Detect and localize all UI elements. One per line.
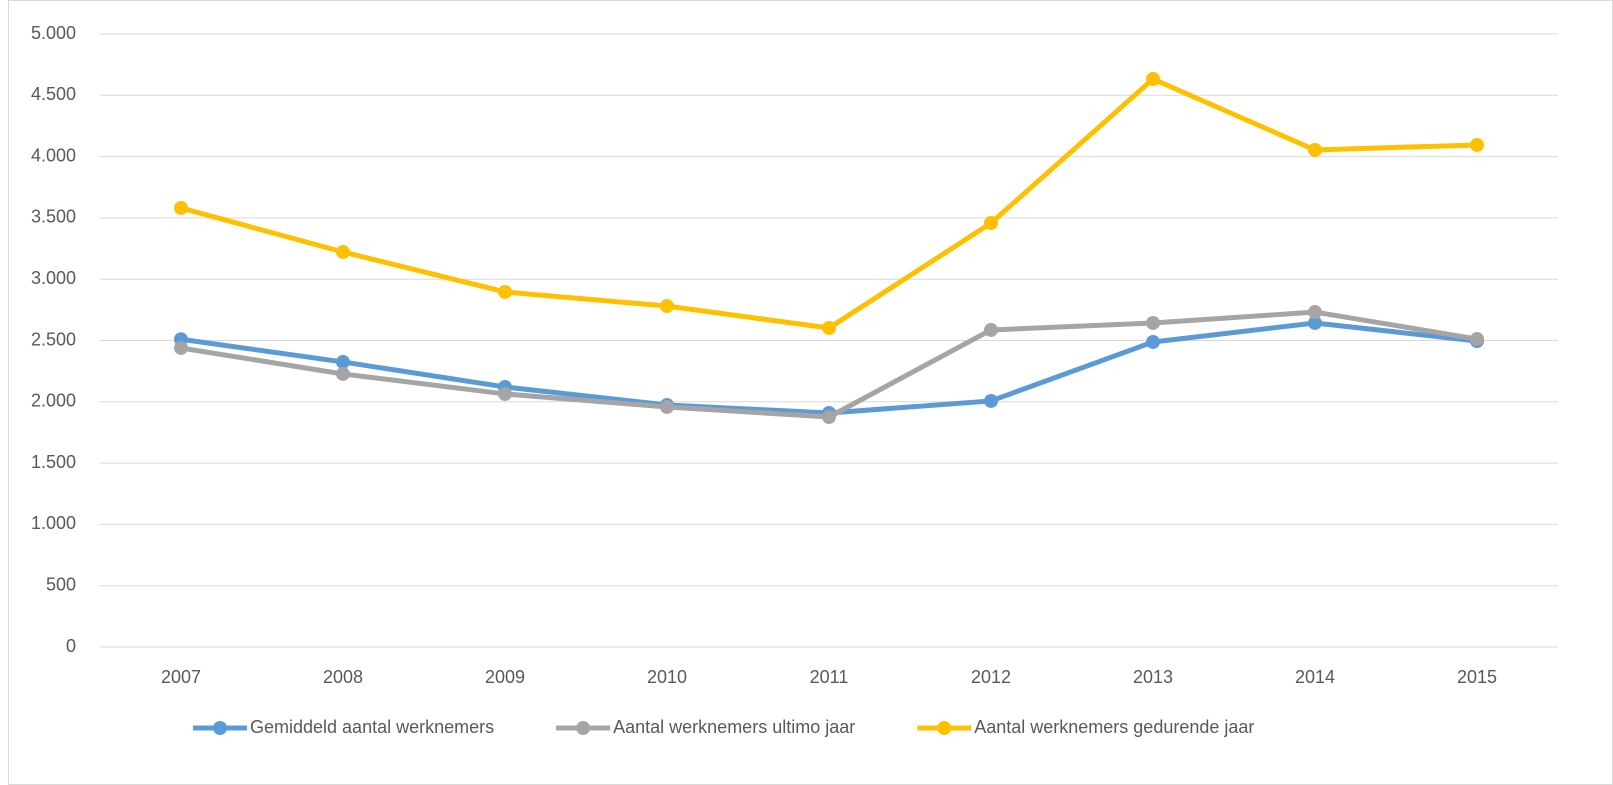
- y-tick-label: 3.500: [31, 207, 76, 227]
- data-point: [1470, 137, 1484, 152]
- y-tick-label: 2.500: [31, 329, 76, 349]
- y-tick-label: 4.000: [31, 145, 76, 165]
- chart-frame: [8, 0, 1613, 785]
- x-tick-label: 2013: [1133, 667, 1173, 687]
- data-point: [174, 200, 188, 215]
- data-point: [336, 366, 350, 381]
- data-point: [1146, 71, 1160, 86]
- y-tick-label: 2.000: [31, 391, 76, 411]
- data-point: [660, 299, 674, 314]
- data-point: [174, 340, 188, 355]
- legend-marker: [937, 721, 952, 735]
- data-point: [1470, 332, 1484, 347]
- x-tick-label: 2014: [1295, 667, 1335, 687]
- data-point: [1146, 334, 1160, 349]
- x-tick-label: 2010: [647, 667, 687, 687]
- data-point: [336, 244, 350, 259]
- data-point: [1308, 142, 1322, 157]
- data-point: [984, 322, 998, 337]
- data-point: [498, 284, 512, 299]
- legend-label: Gemiddeld aantal werknemers: [250, 717, 494, 737]
- y-tick-label: 4.500: [31, 84, 76, 104]
- data-point: [1308, 315, 1322, 330]
- legend-marker: [576, 721, 591, 735]
- data-point: [1308, 305, 1322, 320]
- legend-marker: [213, 721, 227, 735]
- data-point: [822, 410, 836, 425]
- x-tick-label: 2012: [971, 667, 1011, 687]
- data-point: [336, 354, 350, 369]
- y-tick-label: 0: [66, 636, 76, 656]
- x-tick-label: 2009: [485, 667, 525, 687]
- data-point: [660, 399, 674, 414]
- y-tick-label: 5.000: [31, 23, 76, 43]
- data-point: [984, 393, 998, 408]
- legend-label: Aantal werknemers ultimo jaar: [613, 717, 855, 737]
- x-tick-label: 2011: [810, 667, 849, 687]
- x-tick-label: 2007: [161, 667, 201, 687]
- y-tick-label: 3.000: [31, 268, 76, 288]
- x-tick-label: 2015: [1457, 667, 1497, 687]
- y-tick-label: 1.500: [31, 452, 76, 472]
- data-point: [498, 386, 512, 401]
- y-tick-label: 1.000: [31, 513, 76, 533]
- y-tick-label: 500: [46, 574, 76, 594]
- x-tick-label: 2008: [323, 667, 363, 687]
- legend-label: Aantal werknemers gedurende jaar: [974, 717, 1254, 737]
- data-point: [1146, 315, 1160, 330]
- data-point: [984, 216, 998, 231]
- data-point: [822, 320, 836, 335]
